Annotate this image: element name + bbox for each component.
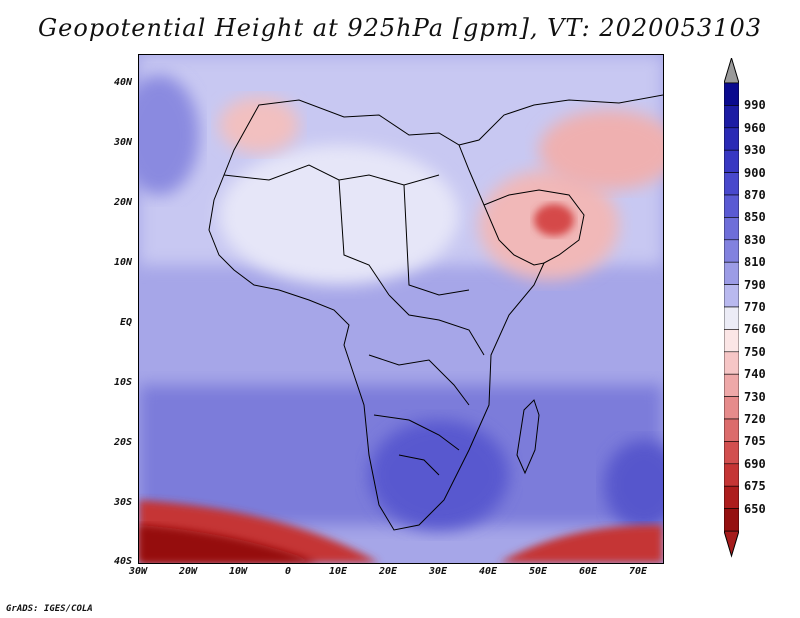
colorbar-swatch (724, 418, 739, 442)
south-west-low-core (139, 525, 319, 563)
colorbar (724, 58, 739, 558)
colorbar-swatch (724, 463, 739, 487)
colorbar-swatch (724, 441, 739, 465)
lat-tick-label: 30S (113, 497, 132, 508)
colorbar-label: 730 (744, 389, 766, 404)
lon-tick-label: 70E (628, 566, 648, 577)
colorbar-swatch (724, 329, 739, 353)
lat-tick-label: 40N (113, 77, 132, 88)
colorbar-label: 960 (744, 120, 766, 135)
iran-low (539, 110, 663, 190)
colorbar-label: 830 (744, 232, 766, 247)
colorbar-swatch (724, 396, 739, 420)
south-east-low (499, 524, 663, 563)
colorbar-swatch (724, 149, 739, 173)
lon-tick-label: 20E (378, 566, 398, 577)
morocco-low (219, 97, 299, 153)
map-panel (138, 54, 664, 564)
lon-tick-label: 0 (284, 566, 292, 577)
sahara-field (219, 145, 459, 285)
colorbar-swatch (724, 82, 739, 106)
colorbar-swatch (724, 194, 739, 218)
colorbar-label: 810 (744, 255, 766, 270)
colorbar-label: 690 (744, 456, 766, 471)
colorbar-top-triangle (724, 58, 739, 84)
colorbar-label: 675 (744, 479, 766, 494)
lat-tick-label: 20N (113, 197, 132, 208)
lon-tick-label: 20W (178, 566, 198, 577)
colorbar-label: 750 (744, 344, 766, 359)
colorbar-swatch (724, 373, 739, 397)
colorbar-swatch (724, 239, 739, 263)
colorbar-label: 870 (744, 188, 766, 202)
colorbar-swatch (724, 172, 739, 196)
colorbar-label: 770 (744, 300, 766, 314)
indian-ocean-high (604, 440, 663, 530)
colorbar-label: 720 (744, 412, 766, 426)
colorbar-label: 930 (744, 143, 766, 158)
lat-tick-label: 10N (113, 257, 132, 268)
lon-tick-label: 30E (428, 566, 448, 577)
footer-credit: GrADS: IGES/COLA (6, 604, 93, 614)
colorbar-label: 900 (744, 165, 766, 180)
colorbar-label: 740 (744, 367, 766, 382)
lat-tick-label: EQ (119, 317, 132, 328)
colorbar-swatch (724, 351, 739, 375)
colorbar-swatch (724, 105, 739, 129)
lat-tick-label: 10S (113, 377, 132, 388)
lon-tick-label: 60E (578, 566, 598, 577)
colorbar-swatch (724, 217, 739, 241)
colorbar-swatch (724, 127, 739, 151)
lon-tick-label: 10W (228, 566, 248, 577)
coastlines (208, 94, 663, 531)
colorbar-label: 760 (744, 322, 766, 337)
colorbar-label: 705 (744, 434, 766, 449)
colorbar-swatch (724, 306, 739, 330)
lat-tick-label: 40S (113, 556, 132, 567)
map-canvas (139, 55, 663, 563)
colorbar-swatch (724, 284, 739, 308)
lat-tick-label: 20S (113, 437, 132, 448)
colorbar-swatch (724, 485, 739, 509)
lat-tick-label: 30N (113, 137, 132, 148)
colorbar-label: 990 (744, 98, 766, 113)
colorbar-label: 790 (744, 277, 766, 292)
lon-tick-label: 10E (328, 566, 348, 577)
colorbar-label: 850 (744, 210, 766, 225)
arabian-low-core (534, 204, 574, 236)
lon-tick-label: 40E (478, 566, 498, 577)
colorbar-swatch (724, 261, 739, 285)
lon-tick-label: 50E (528, 566, 548, 577)
colorbar-swatch (724, 508, 739, 532)
colorbar-label: 650 (744, 501, 766, 516)
colorbar-bottom-triangle (724, 530, 739, 558)
chart-title: Geopotential Height at 925hPa [gpm], VT:… (38, 14, 762, 42)
atlantic-high (139, 75, 199, 195)
lon-tick-label: 30W (128, 566, 148, 577)
